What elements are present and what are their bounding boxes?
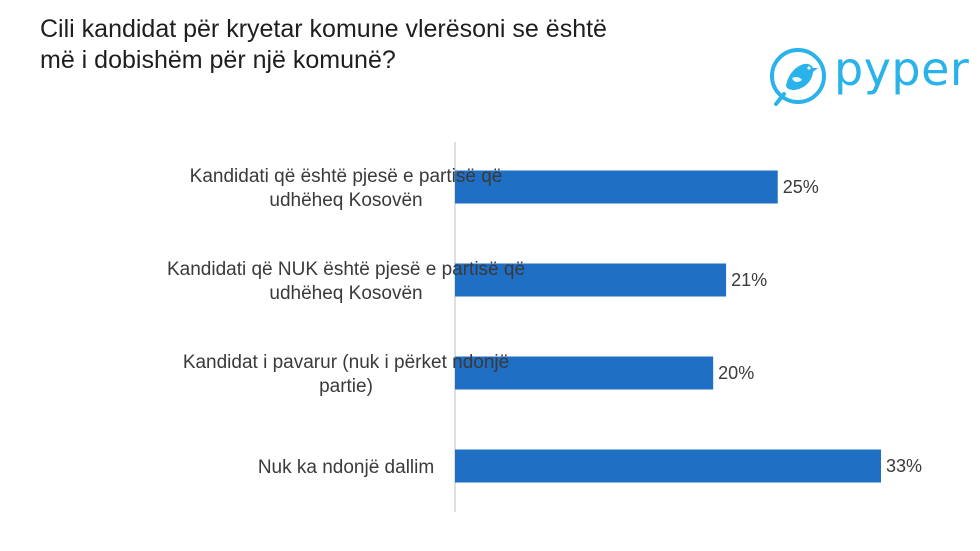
category-label-1-line-2: udhëheq Kosovën xyxy=(269,190,422,211)
chart-bars: 25% Kandidati që është pjesë e partisë që… xyxy=(167,166,922,483)
bar-3 xyxy=(455,356,714,390)
chart-title: Cili kandidat për kryetar komune vlerëso… xyxy=(40,14,760,76)
value-label-1: 25% xyxy=(783,177,819,197)
category-label-2-line-1: Kandidati që NUK është pjesë e partisë q… xyxy=(167,259,525,280)
bar-4 xyxy=(455,449,881,483)
logo-text: pyper xyxy=(834,42,970,96)
title-line-1: Cili kandidat për kryetar komune vlerëso… xyxy=(40,15,607,43)
bar-1 xyxy=(455,170,778,204)
bar-chart: 25% Kandidati që është pjesë e partisë që… xyxy=(167,142,922,512)
bar-2 xyxy=(455,263,727,297)
title-line-2: më i dobishëm për një komunë? xyxy=(40,46,396,74)
category-label-3-line-2: partie) xyxy=(319,376,373,397)
value-label-4: 33% xyxy=(886,456,922,476)
category-label-4-line-1: Nuk ka ndonjë dallim xyxy=(258,457,434,478)
value-label-3: 20% xyxy=(718,363,754,383)
category-label-1-line-1: Kandidati që është pjesë e partisë që xyxy=(190,166,503,187)
category-label-2-line-2: udhëheq Kosovën xyxy=(269,283,422,304)
category-label-3-line-1: Kandidat i pavarur (nuk i përket ndonjë xyxy=(183,352,509,373)
pyper-logo: pyper xyxy=(768,42,969,116)
bird-icon xyxy=(770,48,826,106)
value-label-2: 21% xyxy=(731,270,767,290)
